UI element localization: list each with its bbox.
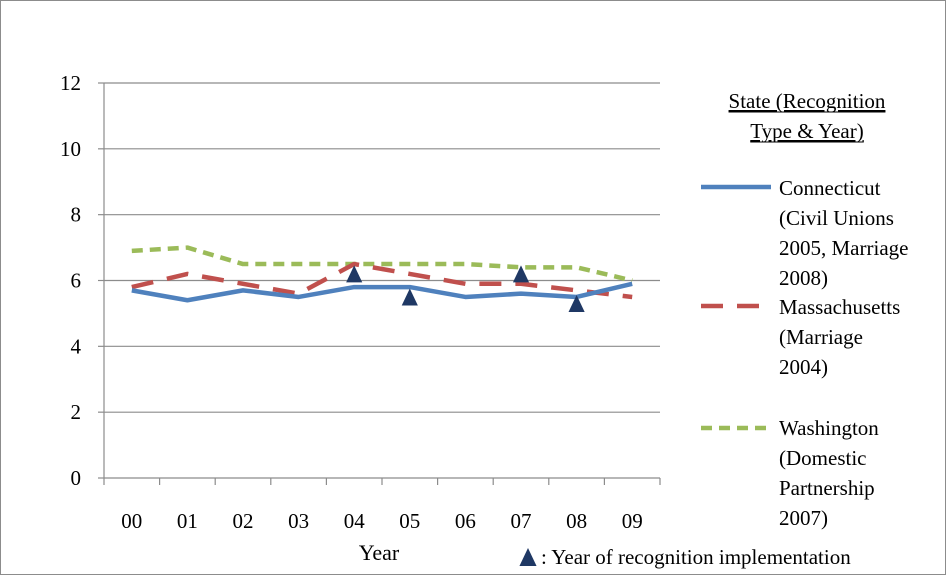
legend-item-massachusetts: Massachusetts (Marriage 2004) bbox=[701, 295, 900, 379]
y-axis-ticks: 0 2 4 6 8 10 12 bbox=[60, 71, 82, 490]
legend-label: (Civil Unions bbox=[779, 206, 894, 230]
legend-label: Connecticut bbox=[779, 176, 881, 200]
y-tick-label: 6 bbox=[71, 269, 82, 293]
x-tick-label: 03 bbox=[288, 509, 309, 533]
x-axis-label: Year bbox=[359, 540, 400, 565]
series-lines bbox=[131, 245, 633, 303]
x-tick-label: 06 bbox=[455, 509, 476, 533]
x-tick-label: 01 bbox=[177, 509, 198, 533]
legend-label: 2007) bbox=[779, 506, 828, 530]
annotation: : Year of recognition implementation bbox=[519, 545, 851, 569]
legend-label: (Domestic bbox=[779, 446, 866, 470]
recognition-marker bbox=[401, 288, 418, 306]
x-tick-label: 09 bbox=[622, 509, 643, 533]
x-tick-label: 07 bbox=[511, 509, 532, 533]
y-tick-label: 0 bbox=[71, 466, 82, 490]
legend: State (Recognition Type & Year) Connecticu… bbox=[701, 89, 908, 530]
legend-label: (Marriage bbox=[779, 325, 863, 349]
y-tick-label: 8 bbox=[71, 203, 82, 227]
x-axis-ticks: 00 01 02 03 04 05 06 07 08 09 bbox=[121, 509, 642, 533]
series-line-connecticut bbox=[131, 281, 633, 303]
legend-label: Partnership bbox=[779, 476, 875, 500]
legend-label: 2004) bbox=[779, 355, 828, 379]
y-tick-label: 10 bbox=[60, 137, 81, 161]
recognition-marker-key bbox=[519, 548, 537, 566]
y-tick-label: 12 bbox=[60, 71, 81, 95]
legend-title: State (Recognition bbox=[729, 89, 886, 113]
recognition-marker bbox=[346, 265, 363, 283]
x-tick-label: 02 bbox=[233, 509, 254, 533]
axes bbox=[98, 82, 661, 485]
recognition-marker bbox=[568, 295, 585, 313]
legend-label: Massachusetts bbox=[779, 295, 900, 319]
legend-item-washington: Washington (Domestic Partnership 2007) bbox=[701, 416, 879, 530]
legend-label: 2005, Marriage bbox=[779, 236, 908, 260]
legend-label: 2008) bbox=[779, 266, 828, 290]
x-tick-label: 08 bbox=[566, 509, 587, 533]
series-line-washington bbox=[131, 245, 633, 283]
y-tick-label: 2 bbox=[71, 400, 82, 424]
x-tick-label: 05 bbox=[399, 509, 420, 533]
recognition-markers bbox=[346, 265, 585, 313]
legend-label: Washington bbox=[779, 416, 879, 440]
y-tick-label: 4 bbox=[71, 334, 82, 358]
x-tick-label: 00 bbox=[121, 509, 142, 533]
recognition-marker bbox=[512, 265, 530, 283]
annotation-text: : Year of recognition implementation bbox=[541, 545, 851, 569]
gridlines bbox=[104, 82, 660, 413]
legend-item-connecticut: Connecticut (Civil Unions 2005, Marriage 20… bbox=[701, 176, 908, 290]
legend-title: Type & Year) bbox=[750, 119, 863, 143]
series-line-massachusetts bbox=[131, 261, 633, 300]
x-tick-label: 04 bbox=[344, 509, 366, 533]
